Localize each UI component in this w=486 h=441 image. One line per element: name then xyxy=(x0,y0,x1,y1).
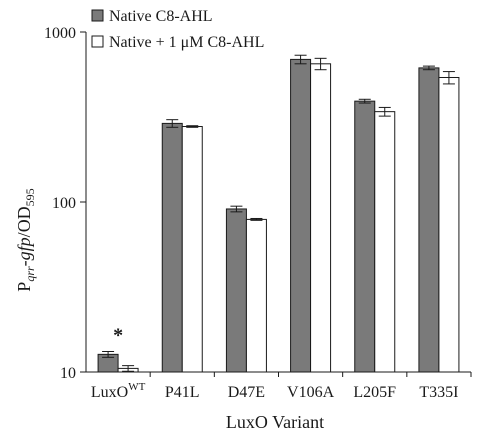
bar-v106a-s1 xyxy=(290,58,312,373)
y-tick-label-10: 10 xyxy=(60,365,76,382)
y-tick-label-1000: 1000 xyxy=(44,25,76,42)
bar-p41l-s2 xyxy=(181,126,203,373)
legend-swatch-native-plus-ahl xyxy=(91,35,104,48)
y-title-od: /OD xyxy=(14,206,34,237)
legend: Native C8-AHL Native + 1 μM C8-AHL xyxy=(91,8,264,51)
legend-label-native: Native C8-AHL xyxy=(109,8,213,25)
bar-t335i-s1 xyxy=(418,67,440,373)
bar-p41l-s1 xyxy=(161,122,183,373)
x-tick-main-d47e: D47E xyxy=(228,384,265,401)
bar-v106a-s2 xyxy=(310,63,332,373)
x-tick-main-t335i: T335I xyxy=(419,384,458,401)
y-tick-label-100: 100 xyxy=(52,195,76,212)
y-title-p: P xyxy=(14,282,34,292)
x-tick-main-l205f: L205F xyxy=(353,384,396,401)
x-tick-main-v106a: V106A xyxy=(287,384,335,401)
x-tick-label-luxowt: LuxOWT xyxy=(91,381,146,401)
y-title-sub-qrr: qrr xyxy=(23,266,37,282)
x-tick-label-p41l: P41L xyxy=(165,384,200,401)
y-title-sub-595: 595 xyxy=(23,188,37,206)
bar-l205f-s2 xyxy=(374,111,396,373)
y-title-gfp: gfp xyxy=(14,237,34,260)
x-axis-title: LuxO Variant xyxy=(226,412,324,432)
bar-t335i-s2 xyxy=(438,76,460,373)
y-title-dash: - xyxy=(14,260,34,266)
plot-area: LuxOWT P41L D47E V106A L205F T335I 10 100 1000 * xyxy=(44,25,472,401)
legend-label-native-plus-ahl: Native + 1 μM C8-AHL xyxy=(109,34,264,51)
x-tick-label-v106a: V106A xyxy=(287,384,335,401)
x-tick-main-luxowt: LuxO xyxy=(91,384,128,401)
x-tick-sup-luxowt: WT xyxy=(128,381,145,393)
bar-d47e-s2 xyxy=(245,218,267,373)
x-tick-label-l205f: L205F xyxy=(353,384,396,401)
legend-swatch-native xyxy=(91,9,104,22)
x-tick-label-d47e: D47E xyxy=(228,384,265,401)
significance-asterisk: * xyxy=(113,325,123,347)
y-axis-title: Pqrr-gfp/OD595 xyxy=(14,188,37,291)
bar-d47e-s1 xyxy=(225,208,247,373)
x-tick-main-p41l: P41L xyxy=(165,384,200,401)
svg-text:Pqrr-gfp/OD595: Pqrr-gfp/OD595 xyxy=(14,188,37,291)
bar-l205f-s1 xyxy=(354,100,376,373)
x-tick-label-t335i: T335I xyxy=(419,384,458,401)
